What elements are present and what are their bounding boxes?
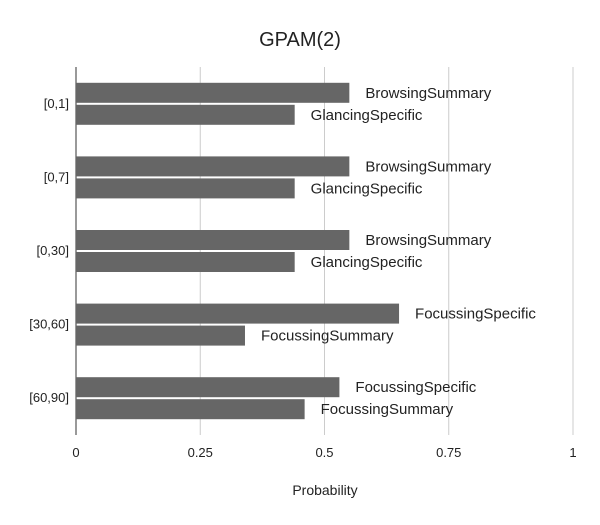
category-label: [0,30] [36,243,69,258]
x-axis-title: Probability [292,482,357,498]
category-labels: [0,1] [0,7] [0,30] [30,60] [60,90] [29,96,69,405]
bar [76,156,350,177]
bar-label: GlancingSpecific [311,254,423,271]
bar-label: FocussingSummary [321,401,454,418]
bar-label: GlancingSpecific [311,107,423,124]
bar [76,82,350,103]
x-tick-labels: 0 0.25 0.5 0.75 1 [72,445,576,460]
bar [76,303,400,324]
bar-label: FocussingSpecific [415,306,536,323]
bar [76,104,295,125]
bar-label: BrowsingSummary [365,232,491,249]
chart-title: GPAM(2) [259,29,341,51]
x-tick-label: 0.5 [315,445,333,460]
bar-label: FocussingSpecific [355,379,476,396]
bars [76,82,400,420]
category-label: [60,90] [29,390,69,405]
x-tick-label: 0.25 [188,445,213,460]
x-tick-label: 0 [72,445,79,460]
bar-label: BrowsingSummary [365,158,491,175]
bar [76,325,245,346]
bar-label: GlancingSpecific [311,180,423,197]
x-tick-label: 0.75 [436,445,461,460]
bar [76,178,295,199]
category-label: [0,7] [44,169,69,184]
bar [76,399,305,420]
bar [76,377,340,398]
category-label: [30,60] [29,317,69,332]
bar-labels: BrowsingSummary GlancingSpecific BrowsingS… [261,85,536,418]
bar [76,230,350,250]
bar-label: BrowsingSummary [365,85,491,102]
x-tick-label: 1 [569,445,576,460]
bar-label: FocussingSummary [261,328,394,345]
bar [76,252,295,272]
category-label: [0,1] [44,96,69,111]
gridlines [75,67,574,435]
